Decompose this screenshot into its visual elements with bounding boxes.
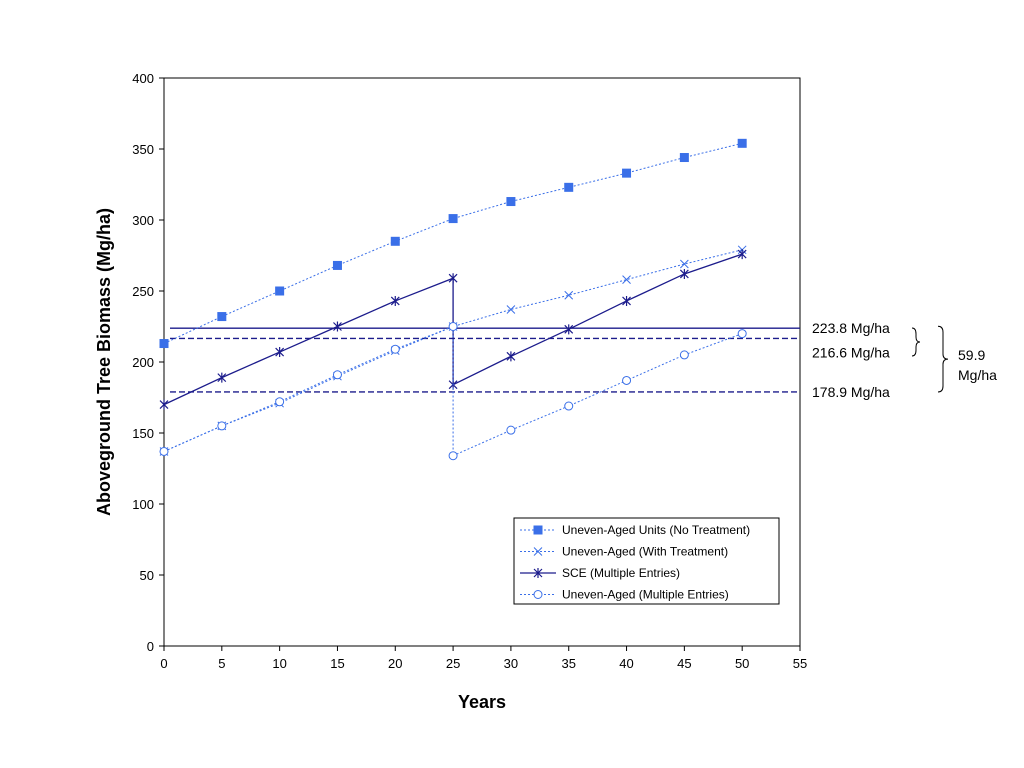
large-brace bbox=[937, 325, 949, 393]
data-point bbox=[217, 312, 227, 322]
y-tick-label: 50 bbox=[140, 568, 154, 583]
y-tick-label: 150 bbox=[132, 426, 154, 441]
x-tick-label: 55 bbox=[793, 656, 807, 671]
data-point bbox=[332, 260, 342, 270]
x-tick-label: 15 bbox=[330, 656, 344, 671]
legend: Uneven-Aged Units (No Treatment) Uneven-A… bbox=[513, 517, 780, 605]
data-point bbox=[506, 425, 516, 435]
data-point bbox=[680, 259, 689, 269]
data-point bbox=[506, 305, 516, 314]
series-line bbox=[163, 249, 743, 452]
data-point bbox=[159, 399, 169, 410]
reference-labels: 223.8 Mg/ha 216.6 Mg/ha 178.9 Mg/ha bbox=[812, 320, 890, 400]
data-point bbox=[564, 290, 574, 300]
reference-line-label: 223.8 Mg/ha bbox=[812, 320, 890, 336]
x-tick-label: 10 bbox=[272, 656, 286, 671]
data-point bbox=[275, 397, 285, 407]
difference-brace: 59.9 Mg/ha bbox=[911, 325, 997, 393]
data-point bbox=[622, 375, 632, 385]
x-tick-label: 20 bbox=[388, 656, 402, 671]
data-point bbox=[564, 324, 574, 335]
data-point bbox=[332, 370, 342, 380]
data-point bbox=[679, 350, 689, 360]
x-axis-title: Years bbox=[458, 692, 506, 712]
x-tick-label: 5 bbox=[218, 656, 225, 671]
difference-label: Mg/ha bbox=[958, 367, 997, 383]
legend-label: SCE (Multiple Entries) bbox=[562, 566, 680, 580]
data-point bbox=[564, 401, 574, 411]
data-point bbox=[390, 236, 400, 246]
x-tick-label: 45 bbox=[677, 656, 691, 671]
y-tick-label: 250 bbox=[132, 284, 154, 299]
data-point bbox=[679, 153, 689, 163]
data-point bbox=[333, 321, 342, 332]
data-point bbox=[679, 268, 689, 279]
reference-line-label: 178.9 Mg/ha bbox=[812, 384, 890, 400]
reference-line-label: 216.6 Mg/ha bbox=[812, 344, 890, 360]
series-layer bbox=[159, 138, 747, 461]
legend-swatch-marker bbox=[533, 590, 543, 599]
data-point bbox=[737, 249, 747, 260]
axes-layer: 0 5 10 15 20 25 30 35 40 45 50 55 0 50 100 150 200 250 300… bbox=[132, 71, 807, 671]
x-tick-label: 0 bbox=[160, 656, 167, 671]
y-tick-label: 350 bbox=[132, 142, 154, 157]
difference-label: 59.9 bbox=[958, 347, 985, 363]
data-point bbox=[448, 322, 458, 331]
y-tick-label: 0 bbox=[147, 639, 154, 654]
y-tick-label: 200 bbox=[132, 355, 154, 370]
data-point bbox=[622, 275, 631, 284]
data-point bbox=[217, 421, 227, 431]
data-point bbox=[275, 347, 285, 358]
legend-swatch-marker bbox=[533, 547, 543, 556]
legend-swatch-marker bbox=[533, 568, 543, 578]
y-axis-title: Aboveground Tree Biomass (Mg/ha) bbox=[94, 208, 114, 516]
data-point bbox=[506, 351, 516, 362]
data-point bbox=[448, 273, 458, 284]
data-point bbox=[737, 329, 747, 339]
x-tick-label: 30 bbox=[504, 656, 518, 671]
series-3 bbox=[159, 249, 747, 410]
data-point bbox=[622, 168, 632, 178]
data-point bbox=[159, 339, 169, 349]
data-point bbox=[217, 372, 227, 383]
data-point bbox=[390, 295, 400, 306]
small-brace bbox=[911, 327, 921, 357]
data-point bbox=[448, 214, 458, 224]
data-point bbox=[564, 182, 574, 192]
data-point bbox=[506, 197, 516, 207]
series-4 bbox=[159, 322, 747, 461]
legend-label: Uneven-Aged Units (No Treatment) bbox=[562, 523, 750, 537]
legend-swatch-marker bbox=[533, 525, 543, 535]
data-point bbox=[275, 286, 285, 296]
x-tick-label: 50 bbox=[735, 656, 749, 671]
series-1 bbox=[159, 138, 747, 349]
legend-box bbox=[513, 517, 780, 605]
series-line bbox=[163, 142, 743, 344]
y-tick-label: 100 bbox=[132, 497, 154, 512]
data-point bbox=[448, 451, 458, 461]
x-tick-label: 35 bbox=[561, 656, 575, 671]
series-line bbox=[163, 253, 743, 406]
reference-lines bbox=[170, 327, 800, 393]
data-point bbox=[622, 295, 631, 306]
y-tick-label: 300 bbox=[132, 213, 154, 228]
data-point bbox=[159, 446, 169, 456]
data-point bbox=[390, 344, 400, 354]
data-point bbox=[737, 138, 747, 148]
legend-label: Uneven-Aged (With Treatment) bbox=[562, 545, 728, 559]
x-tick-label: 40 bbox=[619, 656, 633, 671]
y-tick-label: 400 bbox=[132, 71, 154, 86]
legend-label: Uneven-Aged (Multiple Entries) bbox=[562, 588, 729, 602]
x-tick-label: 25 bbox=[446, 656, 460, 671]
